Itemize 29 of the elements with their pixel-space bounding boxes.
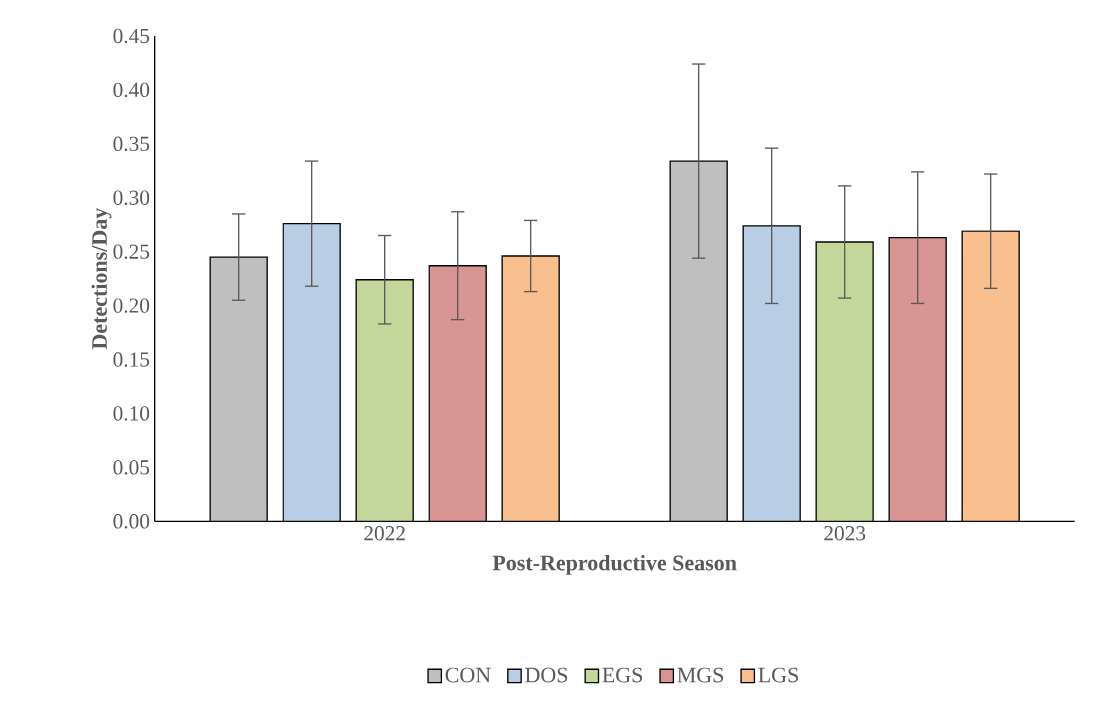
bar: [283, 223, 341, 522]
x-tick-label: 2023: [824, 526, 866, 541]
legend-label: MGS: [677, 667, 724, 683]
bar: [888, 237, 947, 522]
y-tick-label: 0.45: [113, 28, 150, 44]
y-axis-title: Detections/Day: [91, 208, 112, 350]
y-tick-label: 0.40: [113, 82, 150, 98]
legend-label: DOS: [525, 667, 568, 683]
bar: [356, 279, 414, 522]
legend-label: CON: [445, 667, 491, 683]
bar: [669, 160, 728, 522]
legend-label: LGS: [758, 667, 798, 683]
y-tick-label: 0.30: [113, 190, 150, 206]
bar: [429, 265, 487, 522]
y-tick-label: 0.35: [113, 136, 150, 152]
bar: [815, 241, 874, 522]
y-tick-label: 0.15: [113, 352, 150, 367]
bar: [210, 257, 268, 522]
x-tick-label: 2022: [364, 526, 405, 541]
y-tick-label: 0.20: [113, 298, 150, 314]
y-tick-label: 0.25: [113, 244, 150, 260]
y-tick-label: 0.05: [113, 460, 150, 475]
bar: [502, 256, 560, 522]
legend-label: EGS: [602, 667, 643, 683]
bar: [961, 230, 1020, 522]
bar: [742, 225, 801, 522]
y-tick-label: 0.00: [113, 514, 150, 529]
x-axis-title: Post-Reproductive Season: [492, 555, 737, 576]
y-tick-label: 0.10: [113, 406, 150, 421]
